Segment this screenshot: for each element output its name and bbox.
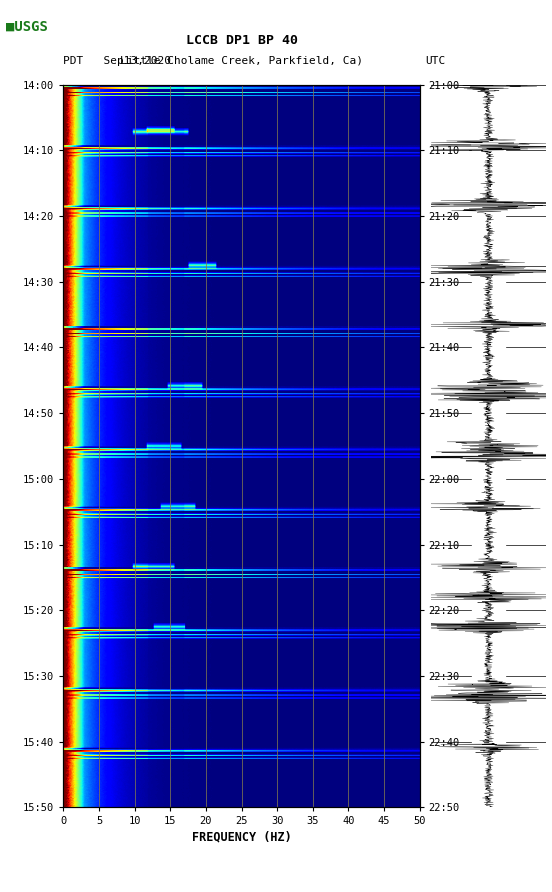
Text: LCCB DP1 BP 40: LCCB DP1 BP 40 [185, 34, 298, 46]
Text: Little Cholame Creek, Parkfield, Ca): Little Cholame Creek, Parkfield, Ca) [120, 55, 363, 66]
Text: PDT   Sep13,2020: PDT Sep13,2020 [63, 55, 172, 66]
X-axis label: FREQUENCY (HZ): FREQUENCY (HZ) [192, 830, 291, 844]
Text: ■USGS: ■USGS [6, 20, 47, 34]
Text: UTC: UTC [425, 55, 445, 66]
